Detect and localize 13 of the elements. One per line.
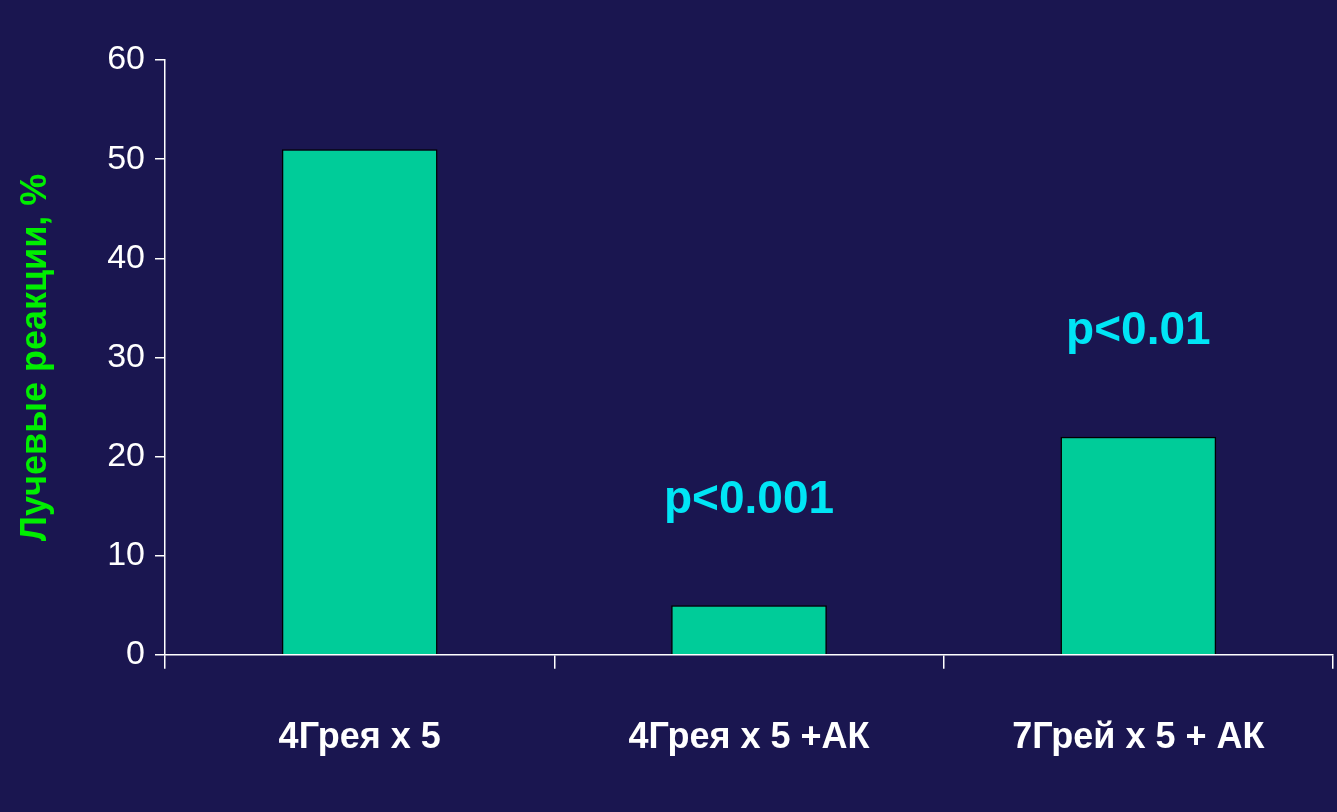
y-tick-label: 0 — [126, 633, 146, 672]
annotation: p<0.001 — [663, 470, 835, 523]
x-tick-label: 7Грей х 5 + АК — [1012, 715, 1266, 757]
y-tick-label: 20 — [107, 434, 146, 473]
y-tick-label: 30 — [107, 335, 146, 374]
y-axis-title: Лучевые реакции, % — [12, 173, 54, 542]
x-tick-label: 4Грея х 5 +АК — [628, 715, 871, 757]
y-tick-label: 40 — [107, 236, 146, 275]
y-tick-label: 50 — [107, 137, 146, 176]
x-tick-label: 4Грея х 5 — [278, 715, 441, 757]
y-tick-label: 10 — [107, 534, 146, 573]
annotation: p<0.01 — [1066, 302, 1211, 355]
y-tick-label: 60 — [107, 38, 146, 77]
